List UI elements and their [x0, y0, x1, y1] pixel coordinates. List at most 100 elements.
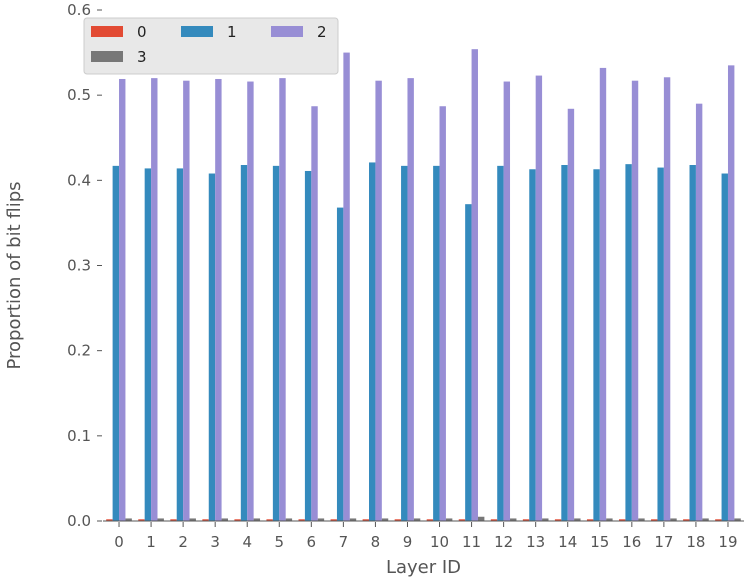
bar-series-2-layer-11: [471, 49, 478, 522]
bar-series-1-layer-6: [304, 170, 312, 521]
bar-series-0-layer-1: [138, 519, 145, 521]
bar-series-0-layer-11: [458, 519, 466, 521]
bar-series-2-layer-0: [119, 78, 126, 521]
legend-swatch-3: [91, 51, 123, 62]
bar-series-1-layer-17: [657, 167, 664, 521]
bar-series-3-layer-15: [606, 518, 613, 521]
bar-series-0-layer-8: [362, 519, 370, 521]
bar-series-1-layer-12: [497, 165, 504, 522]
x-axis: 0 1 2 3 4 5 6 7 8 9 10 11 12 13 14 15 16 17 18 19: [103, 520, 744, 551]
x-tick-label: 6: [307, 533, 317, 551]
bar-series-1-layer-3: [208, 173, 216, 521]
bar-series-0-layer-16: [619, 519, 626, 521]
legend-label-2: 2: [317, 23, 327, 41]
bar-series-1-layer-15: [593, 169, 600, 521]
bar-series-3-layer-8: [381, 518, 389, 521]
bar-series-3-layer-14: [574, 518, 581, 521]
bar-series-0-layer-4: [234, 519, 241, 521]
bar-series-0-layer-2: [170, 519, 177, 521]
bar-series-0-layer-19: [715, 519, 722, 521]
bar-series-0-layer-12: [490, 519, 498, 521]
bar-series-2-layer-14: [567, 108, 575, 521]
bar-series-2-layer-8: [375, 80, 382, 521]
bar-series-2-layer-9: [407, 78, 414, 521]
bar-series-3-layer-16: [638, 518, 645, 521]
bar-series-1-layer-16: [625, 164, 632, 521]
x-tick-label: 15: [590, 533, 609, 551]
x-tick-label: 9: [403, 533, 413, 551]
legend-swatch-1: [181, 26, 213, 37]
bar-series-3-layer-2: [189, 518, 196, 521]
bar-series-0-layer-7: [330, 519, 337, 521]
bar-series-3-layer-13: [542, 518, 549, 521]
x-tick-label: 14: [558, 533, 577, 551]
bar-series-0-layer-6: [298, 519, 305, 521]
bar-series-0-layer-13: [522, 519, 530, 521]
bar-series-2-layer-7: [343, 52, 350, 521]
bar-series-2-layer-5: [279, 78, 286, 521]
bar-series-3-layer-3: [221, 518, 228, 521]
bar-series-2-layer-18: [695, 103, 703, 522]
bar-series-1-layer-5: [272, 165, 280, 522]
y-axis-label: Proportion of bit flips: [4, 181, 25, 369]
legend-label-0: 0: [137, 23, 147, 41]
x-tick-label: 13: [526, 533, 545, 551]
bar-series-1-layer-9: [401, 165, 408, 522]
bar-series-1-layer-1: [144, 168, 152, 521]
bar-series-0-layer-15: [586, 519, 594, 521]
bar-series-1-layer-11: [465, 204, 472, 521]
x-tick-label: 1: [146, 533, 156, 551]
bar-series-3-layer-1: [157, 518, 164, 521]
bar-series-2-layer-19: [727, 65, 735, 522]
x-tick-label: 3: [210, 533, 220, 551]
x-tick-label: 8: [371, 533, 381, 551]
bar-series-2-layer-15: [599, 67, 607, 521]
y-tick-label: 0.5: [67, 86, 91, 104]
x-tick-label: 7: [339, 533, 349, 551]
bar-series-3-layer-11: [477, 516, 485, 521]
x-tick-label: 4: [242, 533, 252, 551]
bar-series-2-layer-12: [503, 81, 511, 521]
legend: 0 1 2 3: [83, 17, 339, 75]
bar-series-1-layer-7: [336, 207, 344, 521]
x-tick-label: 5: [275, 533, 285, 551]
x-tick-label: 12: [494, 533, 513, 551]
bar-series-2-layer-16: [631, 80, 639, 521]
x-tick-label: 0: [114, 533, 124, 551]
bar-series-0-layer-14: [554, 519, 562, 521]
bar-series-1-layer-0: [112, 165, 120, 522]
bar-series-2-layer-1: [151, 78, 158, 521]
bar-series-0-layer-10: [426, 519, 434, 521]
bar-series-3-layer-7: [349, 518, 357, 521]
legend-label-3: 3: [137, 48, 147, 66]
bar-series-2-layer-4: [247, 81, 254, 521]
bar-series-2-layer-3: [215, 78, 222, 521]
bar-series-2-layer-13: [535, 75, 543, 521]
y-axis: 0.0 0.1 0.2 0.3 0.4 0.5 0.6: [67, 1, 102, 530]
bar-series-0-layer-18: [683, 519, 690, 521]
bar-series-1-layer-4: [240, 165, 248, 521]
x-tick-label: 10: [430, 533, 449, 551]
bar-series-0-layer-5: [266, 519, 273, 521]
bar-series-3-layer-12: [510, 518, 517, 521]
bar-marks: [106, 49, 741, 522]
bar-series-1-layer-14: [561, 165, 568, 521]
bar-series-1-layer-13: [529, 169, 536, 521]
x-tick-label: 17: [654, 533, 673, 551]
x-tick-label: 16: [622, 533, 641, 551]
bar-series-0-layer-3: [202, 519, 209, 521]
y-tick-label: 0.0: [67, 512, 91, 530]
bar-series-3-layer-19: [734, 518, 741, 521]
y-tick-label: 0.1: [67, 427, 91, 445]
y-tick-label: 0.4: [67, 171, 91, 189]
x-tick-label: 18: [686, 533, 705, 551]
bar-series-2-layer-6: [311, 106, 318, 522]
bar-series-3-layer-9: [413, 518, 421, 521]
bar-series-2-layer-17: [663, 77, 671, 521]
legend-swatch-0: [91, 26, 123, 37]
x-tick-label: 11: [462, 533, 481, 551]
x-tick-label: 19: [718, 533, 737, 551]
bar-series-0-layer-0: [106, 519, 113, 521]
x-axis-label: Layer ID: [386, 557, 461, 578]
